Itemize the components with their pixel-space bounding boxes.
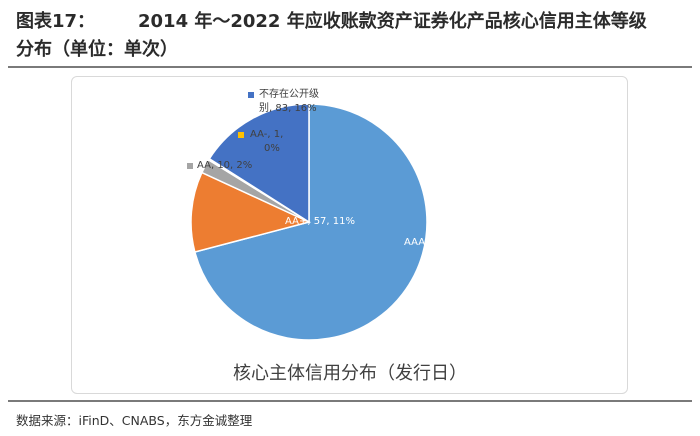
pie-labels: AAA, 368, 71% AA+, 57, 11% AA, 10, 2% AA-, … [187, 87, 479, 248]
label-color-marker [394, 240, 400, 246]
pie-slice-aaa [193, 103, 428, 341]
data-source-note: 数据来源：iFinD、CNABS，东方金诚整理 [16, 413, 253, 428]
bottom-rule [8, 400, 692, 402]
label-color-marker [187, 163, 193, 169]
label-color-marker [238, 132, 244, 138]
figure-header: 图表17： 2014 年～2022 年应收账款资产证券化产品核心信用主体等级 分… [0, 0, 700, 62]
figure-title-line-1: 2014 年～2022 年应收账款资产证券化产品核心信用主体等级 [138, 11, 647, 32]
pie-slice-aa [190, 171, 312, 253]
pie-slice-unrated [208, 103, 310, 224]
top-rule [8, 66, 692, 68]
figure-title-line-2: 分布（单位：单次） [16, 39, 178, 60]
pie-slices [190, 103, 428, 341]
data-label: 不存在公开级别, 83, 16% [259, 87, 319, 114]
data-label: AAA, 368, 71% [404, 237, 479, 248]
figure-label: 图表17： [16, 11, 96, 32]
chart-frame: AAA, 368, 71% AA+, 57, 11% AA, 10, 2% AA-, … [71, 76, 628, 394]
pie-chart: AAA, 368, 71% AA+, 57, 11% AA, 10, 2% AA-, … [187, 87, 479, 384]
chart-title: 核心主体信用分布（发行日） [233, 363, 467, 384]
label-color-marker [248, 92, 254, 98]
data-label: AA+, 57, 11% [285, 216, 355, 227]
data-label: AA, 10, 2% [197, 160, 252, 171]
label-color-marker [274, 219, 280, 225]
data-label: AA-, 1, 0% [250, 129, 283, 154]
